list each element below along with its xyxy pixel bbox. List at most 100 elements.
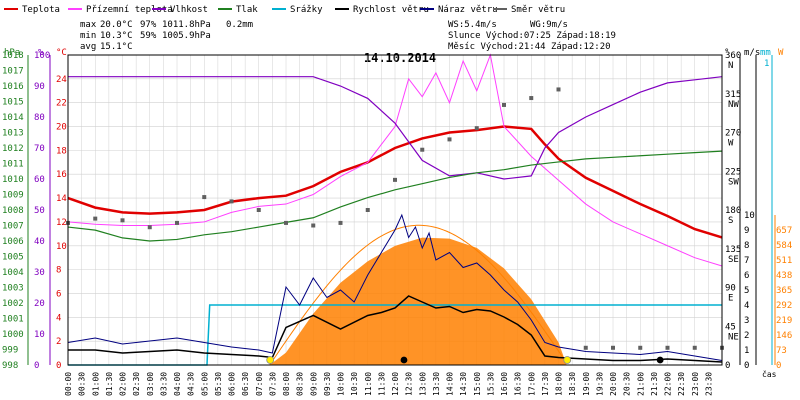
axis-hpa-label: hPa (4, 48, 20, 58)
series-point-smer (583, 345, 588, 350)
axis-temp-label: °C (56, 48, 67, 58)
series-point-smer (311, 223, 316, 228)
series-point-smer (474, 126, 479, 131)
series-envelope-slunce (269, 224, 568, 366)
x-tick-label: 12:30 (405, 372, 414, 396)
series-line-tlak (67, 150, 723, 242)
x-tick-label: 16:30 (514, 372, 523, 396)
axis-temp-tick: 20 (56, 123, 67, 133)
x-tick-label: 22:30 (677, 372, 686, 396)
series-point-smer (147, 225, 152, 230)
series-point-smer (284, 220, 288, 225)
axis-mm-tick: 1 (764, 59, 769, 69)
legend-label-srazky: Srážky (290, 5, 323, 15)
x-tick-label: 01:00 (91, 372, 100, 396)
axis-wm-tick: 438 (776, 271, 792, 281)
x-tick-label: 18:30 (568, 372, 577, 396)
x-tick-label: 23:30 (704, 372, 713, 396)
axis-hum-tick: 80 (34, 113, 45, 123)
x-tick-label: 14:30 (459, 372, 468, 396)
legend-label-teplota: Teplota (22, 5, 60, 15)
series-line-rychlost (68, 295, 723, 363)
axes: hPa1018101710161015101410131012101110101… (2, 48, 792, 371)
stat-wg: WG:9m/s (530, 20, 568, 30)
axis-hpa-tick: 1017 (2, 67, 24, 77)
x-tick-label: 05:00 (200, 372, 209, 396)
axis-dir-name: NW (728, 100, 739, 110)
series-point-smer (229, 199, 234, 204)
x-tick-label: 11:30 (377, 372, 386, 396)
x-tick-label: 06:00 (228, 372, 237, 396)
x-tick-label: 22:00 (664, 372, 673, 396)
axis-dir-tick: 315 (725, 90, 741, 100)
series-line-naraz (67, 213, 723, 361)
x-tick-label: 14:00 (446, 372, 455, 396)
axis-temp-tick: 18 (56, 146, 67, 156)
axis-wm-tick: 146 (776, 331, 792, 341)
stat-max-press: 1011.8hPa (162, 20, 211, 30)
axis-temp-tick: 6 (56, 289, 61, 299)
x-tick-label: 13:00 (418, 372, 427, 396)
x-tick-label: 17:30 (541, 372, 550, 396)
stat-avg-temp: 15.1°C (100, 42, 133, 52)
x-tick-label: 17:00 (527, 372, 536, 396)
legend-label-naraz: Náraz větru (438, 5, 498, 15)
axis-ms-tick: 2 (744, 331, 749, 341)
x-tick-label: 04:30 (187, 372, 196, 396)
axis-hpa-tick: 1015 (2, 98, 24, 108)
axis-hum-tick: 50 (34, 206, 45, 216)
x-tick-label: 15:00 (473, 372, 482, 396)
stat-min-press: 1005.9hPa (162, 31, 211, 41)
stat-max-rain: 0.2mm (226, 20, 253, 30)
grid (67, 54, 723, 366)
axis-dir-name: N (728, 61, 733, 71)
x-tick-label: 21:00 (636, 372, 645, 396)
axis-hpa-tick: 1011 (2, 160, 24, 170)
legend-label-rychlost: Rychlost větru (353, 5, 429, 15)
axis-temp-tick: 14 (56, 194, 67, 204)
series-area-slunce (269, 237, 567, 365)
x-tick-label: 12:00 (391, 372, 400, 396)
axis-ms-tick: 0 (744, 361, 749, 371)
axis-hum-tick: 60 (34, 175, 45, 185)
axis-hum-tick: 0 (34, 361, 39, 371)
axis-hpa-tick: 1002 (2, 299, 24, 309)
series-point-smer (611, 345, 615, 350)
series-point-smer (93, 216, 98, 221)
stat-avg-label: avg (80, 42, 96, 52)
x-tick-label: 08:00 (282, 372, 291, 396)
axis-temp-tick: 12 (56, 218, 67, 228)
axis-dir-tick: 90 (725, 284, 736, 294)
x-tick-label: 19:00 (582, 372, 591, 396)
axis-mm-label: mm (760, 48, 771, 58)
axis-hum-tick: 30 (34, 268, 45, 278)
axis-wm-tick: 365 (776, 286, 792, 296)
axis-dir-name: SW (728, 177, 739, 187)
axis-hpa-tick: 1006 (2, 237, 24, 247)
axis-hpa-tick: 1000 (2, 330, 24, 340)
series-point-smer (175, 220, 179, 225)
chart-title: 14.10.2014 (364, 51, 436, 65)
axis-dir-tick: 225 (725, 167, 741, 177)
axis-hpa-tick: 1003 (2, 284, 24, 294)
axis-hum-tick: 90 (34, 82, 45, 92)
axis-wm-tick: 511 (776, 256, 792, 266)
stat-max-label: max (80, 20, 97, 30)
x-tick-label: 13:30 (432, 372, 441, 396)
series-point-smer (665, 345, 670, 350)
axis-temp-tick: 10 (56, 242, 67, 252)
axis-ms-tick: 7 (744, 256, 749, 266)
series-point-smer (120, 218, 125, 223)
x-tick-label: 23:00 (691, 372, 700, 396)
axis-hpa-tick: 998 (2, 361, 18, 371)
axis-hpa-tick: 1004 (2, 268, 24, 278)
legend-label-tlak: Tlak (236, 5, 258, 15)
axis-ms-tick: 3 (744, 316, 749, 326)
axis-hum-tick: 20 (34, 299, 45, 309)
stat-min-temp: 10.3°C (100, 31, 133, 41)
axis-temp-tick: 0 (56, 361, 61, 371)
x-tick-label: 18:00 (555, 372, 564, 396)
axis-hum-tick: 100 (34, 51, 50, 61)
axis-ms-tick: 10 (744, 211, 755, 221)
legend-label-vlhkost: Vlhkost (170, 5, 208, 15)
